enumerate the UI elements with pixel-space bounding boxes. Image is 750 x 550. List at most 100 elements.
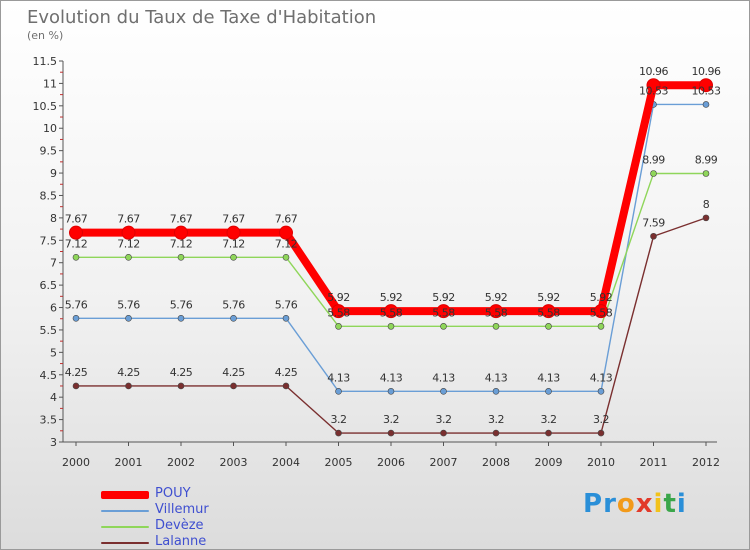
data-label: 3.2: [436, 413, 452, 426]
legend-label-deveze: Devèze: [155, 518, 204, 533]
legend-swatch-deveze: [101, 526, 149, 528]
data-label: 3.2: [488, 413, 504, 426]
chart-title: Evolution du Taux de Taxe d'Habitation: [27, 7, 377, 28]
data-label: 5.58: [432, 306, 455, 319]
data-point-devèze: [335, 323, 342, 330]
y-tick-label: 3.5: [40, 414, 58, 427]
data-point-lalanne: [230, 382, 237, 390]
legend-item-pouy: POUY: [101, 486, 261, 503]
data-label: 5.76: [222, 298, 245, 311]
x-tick-label: 2007: [430, 456, 458, 469]
data-label: 10.53: [639, 84, 668, 97]
y-tick-label: 5: [50, 346, 57, 359]
logo-letter: P: [583, 489, 604, 519]
data-point-villemur: [387, 388, 395, 395]
data-point-pouy: [594, 304, 608, 319]
data-label: 5.58: [485, 306, 508, 319]
x-tick-label: 2001: [115, 456, 143, 469]
data-label: 5.92: [432, 291, 455, 304]
data-label: 5.58: [327, 306, 350, 319]
chart-legend: POUY Villemur Devèze Lalanne: [101, 486, 261, 549]
data-label: 7.67: [65, 213, 88, 226]
proxiti-logo: Proxiti: [583, 489, 687, 519]
data-label: 4.25: [275, 366, 298, 379]
x-tick-label: 2005: [325, 456, 353, 469]
data-label: 7.12: [117, 237, 140, 250]
data-label: 8.99: [695, 154, 718, 167]
logo-letter: o: [616, 489, 636, 519]
data-point-pouy: [226, 225, 241, 240]
data-label: 5.76: [170, 298, 193, 311]
data-label: 5.58: [380, 306, 403, 319]
data-point-villemur: [230, 314, 237, 322]
x-tick-label: 2011: [640, 456, 668, 469]
data-label: 8: [703, 198, 710, 211]
y-tick-label: 4: [50, 391, 57, 404]
data-point-villemur: [492, 388, 500, 395]
data-point-lalanne: [282, 382, 290, 390]
data-point-pouy: [646, 78, 661, 93]
data-point-pouy: [489, 304, 503, 319]
data-point-villemur: [177, 314, 185, 322]
data-point-pouy: [121, 225, 136, 240]
data-point-villemur: [440, 388, 447, 395]
data-point-devèze: [125, 254, 132, 261]
data-label: 3.2: [593, 413, 609, 426]
data-label: 4.25: [170, 366, 193, 379]
data-label: 4.13: [380, 371, 403, 384]
data-point-villemur: [125, 314, 132, 322]
data-point-lalanne: [492, 429, 500, 437]
data-label: 4.13: [537, 371, 560, 384]
data-label: 4.13: [327, 371, 350, 384]
data-label: 5.76: [65, 298, 88, 311]
data-point-lalanne: [387, 429, 395, 437]
data-label: 7.67: [275, 213, 298, 226]
data-label: 5.92: [380, 291, 403, 304]
y-tick-label: 10: [43, 122, 57, 135]
logo-letter: r: [603, 489, 617, 519]
y-tick-label: 7: [50, 257, 57, 270]
legend-item-villemur: Villemur: [101, 502, 261, 519]
x-tick-label: 2012: [692, 456, 720, 469]
data-point-villemur: [72, 314, 80, 322]
y-tick-label: 10.5: [33, 100, 58, 113]
x-tick-label: 2008: [482, 456, 510, 469]
data-point-villemur: [545, 388, 552, 395]
data-point-pouy: [541, 304, 556, 319]
data-point-devèze: [702, 170, 710, 177]
data-label: 4.13: [432, 371, 455, 384]
legend-label-lalanne: Lalanne: [155, 534, 207, 549]
data-point-villemur: [335, 388, 342, 395]
data-label: 10.96: [639, 65, 668, 78]
data-label: 4.25: [117, 366, 140, 379]
y-tick-label: 5.5: [40, 324, 58, 337]
data-point-lalanne: [125, 382, 132, 390]
data-point-pouy: [699, 78, 713, 93]
data-point-devèze: [492, 323, 500, 330]
y-tick-label: 6.5: [40, 279, 58, 292]
y-tick-label: 8.5: [40, 189, 58, 202]
data-label: 7.12: [222, 237, 245, 250]
data-label: 8.99: [642, 154, 665, 167]
x-tick-label: 2002: [167, 456, 195, 469]
logo-letter: t: [663, 489, 677, 519]
data-point-pouy: [384, 304, 398, 319]
data-label: 10.53: [692, 84, 721, 97]
chart-subtitle: (en %): [27, 29, 64, 42]
data-point-devèze: [597, 323, 605, 330]
x-tick-label: 2010: [587, 456, 615, 469]
x-tick-label: 2003: [220, 456, 248, 469]
legend-item-deveze: Devèze: [101, 518, 261, 535]
data-point-pouy: [331, 304, 346, 319]
data-point-villemur: [282, 314, 290, 322]
data-label: 7.12: [275, 237, 298, 250]
data-point-lalanne: [440, 429, 447, 437]
data-label: 3.2: [541, 413, 557, 426]
y-tick-label: 7.5: [40, 234, 58, 247]
legend-label-pouy: POUY: [155, 486, 191, 501]
logo-letter: i: [653, 489, 664, 519]
x-tick-label: 2004: [272, 456, 300, 469]
data-label: 5.92: [537, 291, 560, 304]
data-label: 4.13: [485, 371, 508, 384]
